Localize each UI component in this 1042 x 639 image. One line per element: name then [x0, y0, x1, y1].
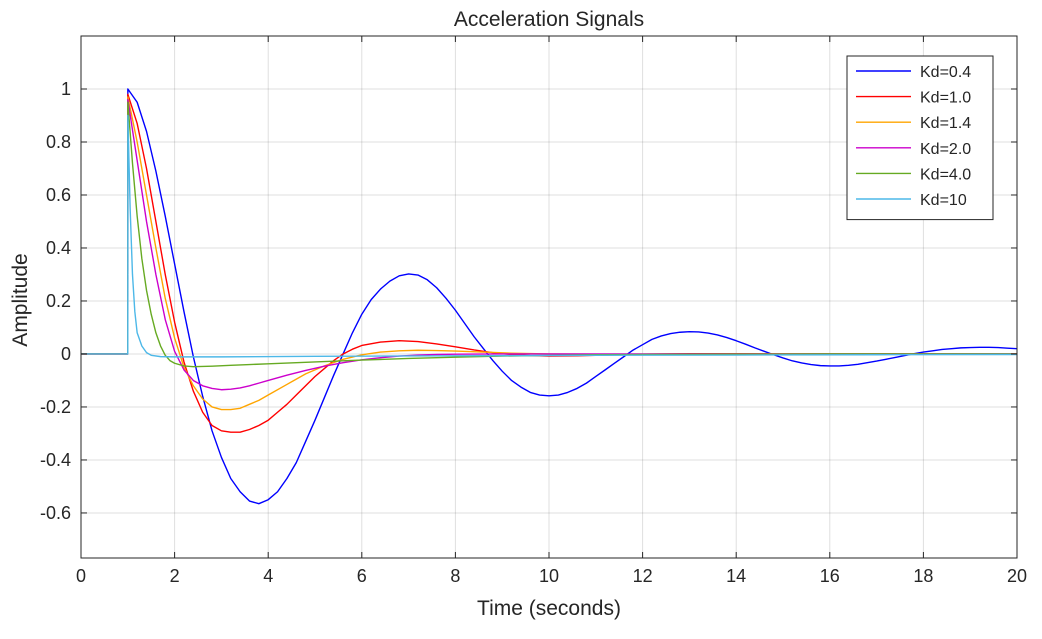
y-tick-label: 0.6 — [46, 185, 71, 205]
x-tick-label: 0 — [76, 566, 86, 586]
x-tick-label: 18 — [913, 566, 933, 586]
y-tick-label: -0.2 — [40, 397, 71, 417]
x-axis-label: Time (seconds) — [477, 597, 621, 620]
tick-labels: 0 2 4 6 8 10 12 14 16 18 20 -0.6 -0.4 -0.2 0 0.2 0.4 0.6 0… — [40, 36, 1027, 586]
y-tick-label: 1 — [61, 79, 71, 99]
x-tick-label: 4 — [263, 566, 273, 586]
series-line-kd-10 — [81, 114, 1018, 358]
x-tick-label: 6 — [357, 566, 367, 586]
x-tick-label: 16 — [820, 566, 840, 586]
legend-entry-label: Kd=10 — [920, 192, 967, 209]
y-tick-label: 0.4 — [46, 238, 71, 258]
legend-entry-label: Kd=1.4 — [920, 115, 971, 132]
x-tick-label: 8 — [450, 566, 460, 586]
series-lines — [81, 88, 1018, 505]
legend: Kd=0.4 Kd=1.0 Kd=1.4 Kd=2.0 Kd=4.0 Kd=10 — [846, 55, 994, 221]
y-axis-label: Amplitude — [9, 253, 32, 346]
y-tick-label: 0 — [61, 344, 71, 364]
legend-entry-label: Kd=2.0 — [920, 141, 971, 158]
legend-box — [846, 55, 994, 221]
x-tick-label: 2 — [170, 566, 180, 586]
x-tick-label: 10 — [539, 566, 559, 586]
legend-entry-label: Kd=4.0 — [920, 166, 971, 183]
legend-entry-label: Kd=0.4 — [920, 64, 971, 81]
y-tick-label: -0.4 — [40, 450, 71, 470]
y-tick-label: 0.2 — [46, 291, 71, 311]
y-tick-label: -0.6 — [40, 503, 71, 523]
legend-entry-label: Kd=1.0 — [920, 90, 971, 107]
x-tick-label: 14 — [726, 566, 746, 586]
x-tick-label: 12 — [633, 566, 653, 586]
chart-title: Acceleration Signals — [454, 8, 644, 31]
x-tick-label: 20 — [1007, 566, 1027, 586]
series-line-kd-0-4 — [81, 88, 1018, 505]
series-line-kd-1-4 — [81, 96, 1017, 411]
y-tick-label: 0.8 — [46, 132, 71, 152]
